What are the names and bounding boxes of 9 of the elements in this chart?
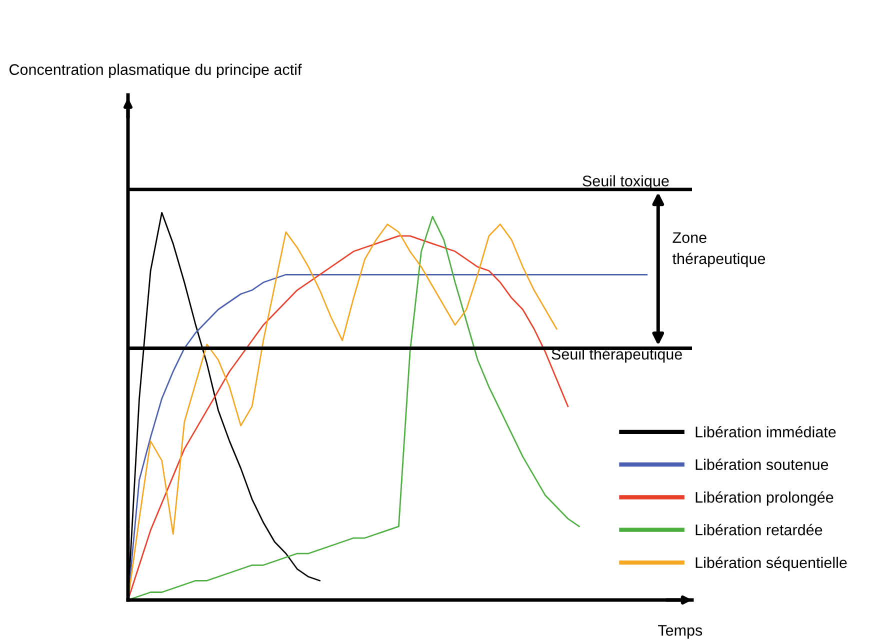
- text: Concentration plasmatique du principe actif: [9, 64, 302, 78]
- x-axis-title: Temps: [658, 625, 702, 639]
- legend-label: Libération prolongée: [696, 491, 834, 506]
- legend-label: Libération soutenue: [696, 458, 828, 470]
- legend-label: Libération séquentielle: [696, 556, 847, 572]
- legend-label: Libération retardée: [696, 524, 822, 536]
- legend-label: Libération immédiate: [696, 426, 836, 438]
- ref-line-label: Seuil toxique: [582, 175, 669, 190]
- text: Zone thérapeutique: [672, 232, 766, 268]
